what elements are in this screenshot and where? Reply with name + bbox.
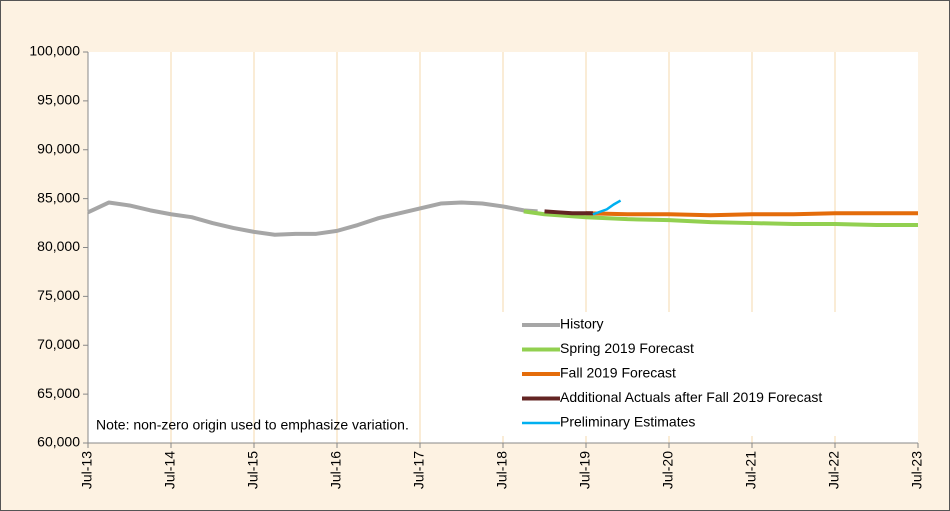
y-tick-label: 80,000 <box>37 238 80 254</box>
legend-label: Fall 2019 Forecast <box>560 365 676 381</box>
x-tick-label: Jul-23 <box>909 451 925 489</box>
series-line <box>523 209 918 228</box>
x-tick-label: Jul-15 <box>245 451 261 489</box>
y-tick-label: 75,000 <box>37 287 80 303</box>
x-tick-label: Jul-22 <box>826 451 842 489</box>
series-line <box>585 211 918 218</box>
y-tick-label: 65,000 <box>37 385 80 401</box>
y-tick-label: 100,000 <box>29 43 80 59</box>
y-tick-label: 85,000 <box>37 189 80 205</box>
legend <box>495 312 915 436</box>
x-tick-label: Jul-13 <box>79 451 95 489</box>
x-tick-label: Jul-19 <box>577 451 593 489</box>
legend-label: History <box>560 316 604 332</box>
series-line <box>544 209 593 216</box>
x-tick-label: Jul-21 <box>743 451 759 489</box>
x-tick-label: Jul-16 <box>328 451 344 489</box>
y-tick-label: 60,000 <box>37 434 80 450</box>
legend-label: Additional Actuals after Fall 2019 Forec… <box>560 389 822 405</box>
x-tick-label: Jul-20 <box>660 451 676 489</box>
y-tick-label: 95,000 <box>37 92 80 108</box>
x-tick-label: Jul-14 <box>162 451 178 489</box>
x-tick-label: Jul-18 <box>494 451 510 489</box>
legend-label: Preliminary Estimates <box>560 414 695 430</box>
legend-label: Spring 2019 Forecast <box>560 340 694 356</box>
series-line <box>87 200 538 237</box>
x-tick-label: Jul-17 <box>411 451 427 489</box>
y-tick-label: 90,000 <box>37 140 80 156</box>
y-tick-label: 70,000 <box>37 336 80 352</box>
note: Note: non-zero origin used to emphasize … <box>96 417 409 433</box>
series-line <box>592 199 622 216</box>
